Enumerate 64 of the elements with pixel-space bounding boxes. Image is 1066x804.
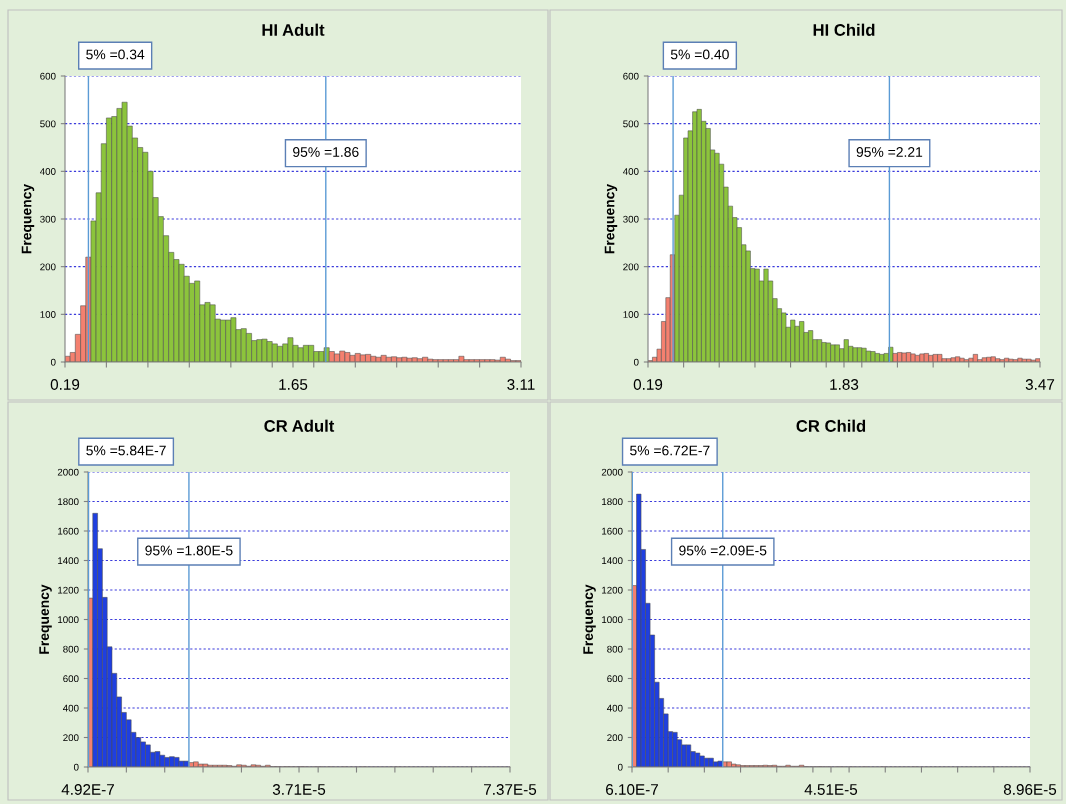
y-tick-label: 0 <box>50 358 56 366</box>
y-tick-label: 1400 <box>602 557 623 565</box>
ref-line-label: 5% =0.34 <box>86 49 145 60</box>
x-tick-label: 0.19 <box>633 379 663 390</box>
y-tick-label: 100 <box>623 311 639 318</box>
y-axis-title: Frequency <box>39 584 52 654</box>
y-tick-label: 600 <box>607 675 623 683</box>
y-tick-label: 1000 <box>602 616 623 624</box>
x-tick-label: 3.47 <box>1025 379 1055 390</box>
y-tick-label: 800 <box>607 645 623 653</box>
y-tick-label: 300 <box>623 215 639 223</box>
ref-line-label: 5% =0.40 <box>670 49 729 60</box>
y-tick-label: 1800 <box>58 498 79 506</box>
annotation: 95% =2.09E-5 <box>679 545 767 556</box>
x-tick-label: 0.19 <box>50 379 80 390</box>
y-tick-label: 0 <box>617 763 623 771</box>
y-tick-label: 600 <box>63 675 79 683</box>
x-tick-label: 1.65 <box>279 379 308 390</box>
x-tick-label: 3.71E-5 <box>272 784 326 795</box>
y-tick-label: 0 <box>633 358 639 366</box>
y-tick-label: 400 <box>62 704 79 712</box>
y-tick-label: 400 <box>606 704 623 712</box>
y-tick-label: 200 <box>63 734 79 742</box>
ref-line-label: 95% =1.86 <box>293 147 359 157</box>
y-tick-label: 400 <box>622 168 639 175</box>
ref-line-label: 95% =2.21 <box>856 147 923 157</box>
chart-title: CR Adult <box>264 419 335 432</box>
y-tick-label: 300 <box>40 215 56 223</box>
y-tick-label: 600 <box>40 72 56 80</box>
y-tick-label: 100 <box>40 311 56 318</box>
y-axis-title: Frequency <box>583 584 596 654</box>
text: 5% =6.72E-7 <box>630 445 710 456</box>
y-tick-label: 400 <box>39 168 56 175</box>
y-tick-label: 1600 <box>58 527 79 535</box>
y-axis-title: Frequency <box>604 183 618 254</box>
chart-title: HI Adult <box>262 23 325 36</box>
y-tick-label: 1400 <box>58 557 79 565</box>
x-tick-label: 4.51E-5 <box>804 784 858 795</box>
x-tick-label: 1.83 <box>830 379 859 390</box>
y-tick-label: 600 <box>623 72 639 80</box>
x-tick-label: 3.11 <box>507 379 535 390</box>
y-tick-label: 1600 <box>602 527 623 535</box>
y-tick-label: 2000 <box>601 468 623 476</box>
y-tick-label: 1200 <box>58 586 79 594</box>
y-tick-label: 800 <box>63 645 79 653</box>
y-tick-label: 200 <box>40 263 56 271</box>
y-tick-label: 500 <box>40 120 56 128</box>
x-tick-label: 6.10E-7 <box>606 784 658 795</box>
x-tick-label: 4.92E-7 <box>61 784 114 795</box>
chart-title: HI Child <box>813 23 875 36</box>
y-tick-label: 200 <box>607 734 623 742</box>
text: 5% =5.84E-7 <box>86 445 166 456</box>
y-tick-label: 200 <box>623 263 639 271</box>
x-tick-label: 7.37E-5 <box>484 784 537 795</box>
y-tick-label: 1000 <box>58 616 79 624</box>
y-tick-label: 0 <box>73 763 79 771</box>
y-tick-label: 2000 <box>57 468 79 476</box>
x-tick-label: 8.96E-5 <box>1003 784 1057 795</box>
chart-title: CR Child <box>796 419 866 432</box>
y-tick-label: 500 <box>623 120 639 128</box>
y-tick-label: 1200 <box>602 586 623 594</box>
annotation: 95% =1.80E-5 <box>145 545 233 556</box>
y-axis-title: Frequency <box>21 183 35 254</box>
y-tick-label: 1800 <box>602 498 623 506</box>
